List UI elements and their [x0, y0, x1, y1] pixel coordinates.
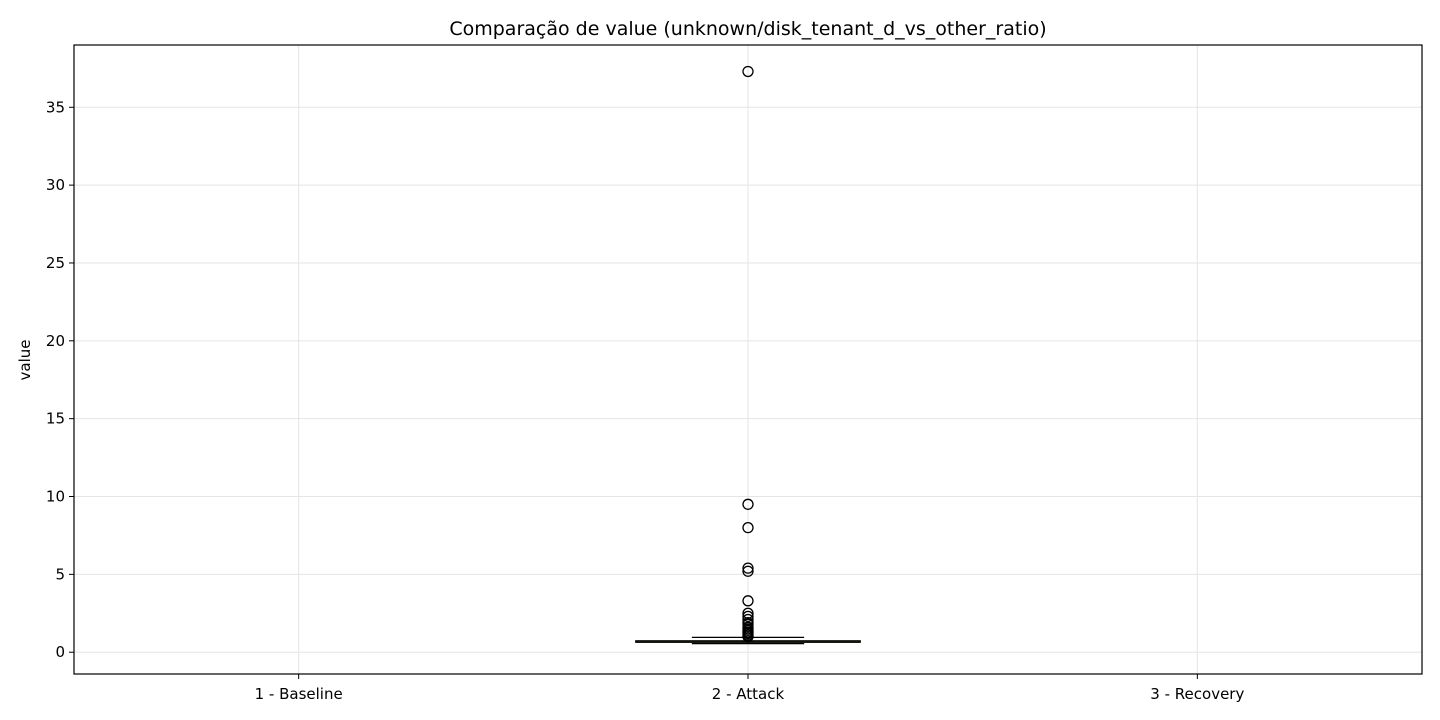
- outlier-point: [742, 498, 754, 510]
- outlier-point: [742, 607, 754, 619]
- chart-title: Comparação de value (unknown/disk_tenant…: [449, 18, 1046, 40]
- y-axis-label: value: [16, 340, 34, 381]
- outlier-point: [742, 618, 754, 630]
- outlier-point: [742, 562, 754, 574]
- box-group: [635, 65, 861, 645]
- y-tick-label: 5: [55, 565, 65, 583]
- y-tick-label: 0: [55, 643, 65, 661]
- outlier-point: [742, 565, 754, 577]
- y-axis-ticks: 0 5 10 15 20 25 30 35: [46, 98, 74, 661]
- x-tick-label: 3 - Recovery: [1150, 685, 1244, 703]
- outlier-point: [742, 610, 754, 623]
- grid-lines: [74, 45, 1422, 674]
- y-tick-label: 20: [46, 332, 65, 350]
- plot-area-frame: [73, 44, 1423, 675]
- x-tick-label: 2 - Attack: [712, 685, 785, 703]
- outlier-point: [742, 521, 754, 534]
- y-tick-label: 10: [46, 488, 65, 506]
- outlier-point: [742, 65, 754, 78]
- y-tick-label: 25: [46, 254, 65, 272]
- y-tick-label: 15: [46, 410, 65, 428]
- box-plot-series: [635, 65, 861, 645]
- outlier-point: [742, 613, 754, 626]
- outlier-point: [742, 595, 754, 607]
- outlier-point: [742, 630, 754, 643]
- x-tick-label: 1 - Baseline: [255, 685, 343, 703]
- y-tick-label: 30: [46, 176, 65, 194]
- x-axis-ticks: 1 - Baseline 2 - Attack 3 - Recovery: [255, 674, 1244, 703]
- y-tick-label: 35: [46, 98, 65, 116]
